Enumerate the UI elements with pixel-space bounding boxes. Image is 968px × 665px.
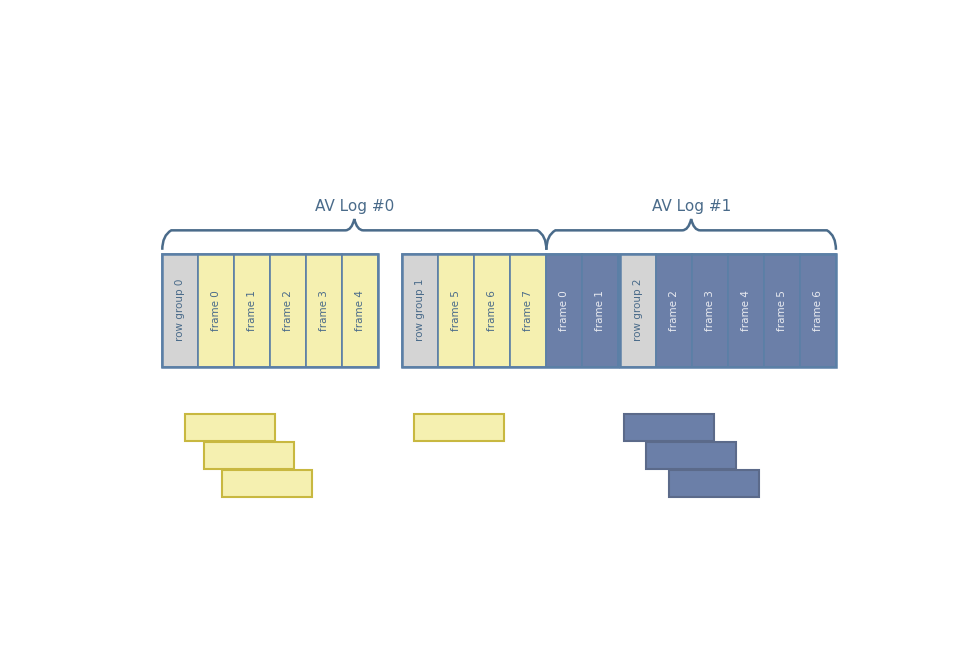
Text: frame 7: frame 7 [524,290,533,331]
Text: frame 3: frame 3 [705,290,715,331]
Text: frame 2: frame 2 [284,290,293,331]
Text: ngram-6: ngram-6 [684,477,743,491]
Bar [620,254,656,366]
Text: frame 2: frame 2 [669,290,679,331]
Text: frame 4: frame 4 [741,290,751,331]
Text: frame 5: frame 5 [451,290,462,331]
Bar [647,442,736,469]
Bar [510,254,546,366]
Bar [800,254,836,366]
Text: ngram-4: ngram-4 [639,420,698,434]
Text: frame 6: frame 6 [813,290,823,331]
Text: frame 4: frame 4 [355,290,365,331]
Text: AV Log #1: AV Log #1 [651,199,731,214]
Bar [620,254,836,366]
Text: frame 1: frame 1 [247,290,257,331]
Text: row group 0: row group 0 [175,279,185,341]
Text: frame 0: frame 0 [560,290,569,331]
Bar [413,414,503,441]
Bar [439,254,474,366]
Text: frame 6: frame 6 [487,290,498,331]
Bar [692,254,728,366]
Bar [163,254,378,366]
Bar [764,254,800,366]
Bar [403,254,619,366]
Bar [474,254,510,366]
Bar [546,254,583,366]
Bar [306,254,343,366]
Bar [728,254,764,366]
Text: ngram-2: ngram-2 [238,477,297,491]
Bar [198,254,234,366]
Text: frame 1: frame 1 [595,290,605,331]
Bar [270,254,306,366]
Bar [623,414,713,441]
Text: row group 1: row group 1 [415,279,425,341]
Bar [223,471,313,497]
Text: ngram-3: ngram-3 [429,420,488,434]
Text: AV Log #0: AV Log #0 [315,199,394,214]
Text: row group 2: row group 2 [633,279,643,341]
Bar [203,442,293,469]
Bar [185,414,275,441]
Bar [583,254,619,366]
Bar [234,254,270,366]
Text: ngram-5: ngram-5 [661,449,721,463]
Bar [656,254,692,366]
Text: frame 3: frame 3 [319,290,329,331]
Text: ngram-1: ngram-1 [219,449,278,463]
Text: frame 0: frame 0 [211,290,222,331]
Bar [343,254,378,366]
Bar [163,254,198,366]
Text: frame 5: frame 5 [777,290,787,331]
Bar [669,471,759,497]
Text: ngram-0: ngram-0 [200,420,259,434]
Bar [403,254,439,366]
